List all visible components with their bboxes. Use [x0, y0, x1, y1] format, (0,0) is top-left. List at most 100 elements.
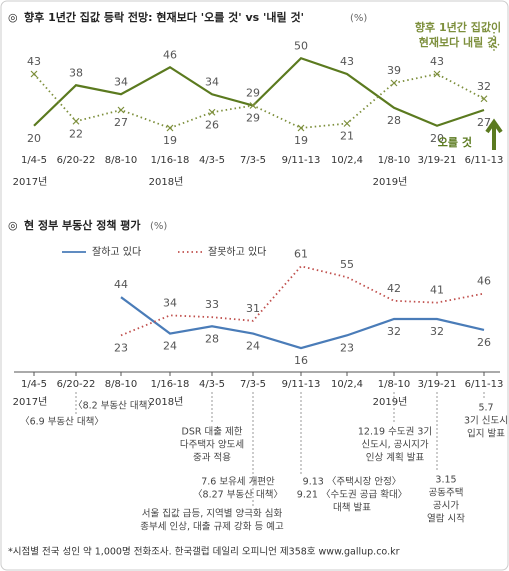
- value-label: 46: [163, 48, 177, 61]
- annotation: 서울 집값 급등, 지역별 양극화 심화: [142, 508, 283, 520]
- unit: (%): [150, 221, 167, 232]
- value-label: 23: [340, 341, 354, 354]
- series-line: [120, 296, 485, 350]
- annotation: 7.6 보유세 개편안: [201, 476, 275, 488]
- annotation: 3기 신도시: [464, 416, 508, 427]
- x-tick-label: 1/16-18: [151, 155, 190, 166]
- value-label: 24: [246, 340, 260, 353]
- legend-label: 잘하고 있다: [92, 245, 141, 258]
- value-label: 23: [114, 341, 128, 354]
- value-label: 26: [477, 336, 491, 349]
- marker: [72, 117, 80, 125]
- value-label: 34: [205, 75, 219, 88]
- bullet: ◎: [8, 219, 18, 232]
- annotation: 공동주택: [429, 488, 464, 499]
- value-label: 19: [294, 134, 308, 147]
- value-label: 46: [477, 275, 491, 288]
- value-label: 61: [294, 247, 308, 260]
- annotation: 열람 시작: [427, 513, 465, 525]
- x-tick-label: 1/16-18: [151, 379, 190, 390]
- x-tick-label: 4/3-5: [199, 379, 225, 390]
- value-label: 34: [163, 296, 177, 309]
- annotation: 인상 계획 발표: [366, 452, 425, 464]
- value-label: 20: [27, 132, 41, 145]
- x-tick-label: 6/11-13: [465, 379, 504, 390]
- annotation: 중과 적용: [193, 452, 231, 464]
- annotation: 입지 발표: [467, 428, 505, 440]
- value-label: 41: [430, 284, 444, 297]
- value-label: 26: [205, 118, 219, 131]
- value-label: 29: [246, 87, 260, 100]
- value-label: 27: [114, 116, 128, 129]
- x-tick-label: 4/3-5: [199, 155, 225, 166]
- value-label: 21: [340, 130, 354, 143]
- annotation: 3.15: [435, 475, 456, 486]
- annotation: 〈8.2 부동산 대책〉: [73, 401, 157, 412]
- value-label: 31: [246, 302, 260, 315]
- marker: [249, 102, 257, 109]
- marker: [297, 124, 305, 132]
- unit: (%): [350, 13, 367, 24]
- year-label: 2018년: [149, 396, 184, 408]
- x-tick-label: 1/4-5: [21, 155, 47, 166]
- x-tick-label: 8/8-10: [105, 155, 137, 166]
- x-tick-label: 9/11-13: [282, 379, 321, 390]
- x-tick-label: 1/8-10: [378, 155, 410, 166]
- value-label: 33: [205, 298, 219, 311]
- value-label: 43: [430, 55, 444, 68]
- annotation: 9.13 〈주택시장 안정〉: [303, 477, 402, 488]
- marker: [343, 120, 351, 127]
- x-tick-label: 10/2,4: [331, 155, 363, 166]
- legend-label: 오를 것: [438, 135, 472, 149]
- annotation: 9.21 〈수도권 공급 확대〉: [297, 489, 407, 501]
- annotation: 5.7: [478, 403, 493, 414]
- annotation: 다주택자 양도세: [180, 440, 244, 451]
- value-label: 29: [246, 112, 260, 125]
- x-tick-label: 8/8-10: [105, 379, 137, 390]
- x-tick-label: 6/11-13: [465, 155, 504, 166]
- value-label: 43: [340, 55, 354, 68]
- year-label: 2019년: [373, 176, 408, 188]
- x-tick-label: 6/20-22: [57, 155, 96, 166]
- value-label: 24: [163, 340, 177, 353]
- chart-title: 현 정부 부동산 정책 평가: [24, 218, 141, 232]
- value-label: 28: [205, 332, 219, 345]
- value-label: 39: [387, 64, 401, 77]
- legend-arrow: [488, 32, 500, 52]
- x-tick-label: 6/20-22: [57, 379, 96, 390]
- value-label: 27: [477, 116, 491, 129]
- value-label: 20: [430, 132, 444, 145]
- value-label: 22: [69, 127, 83, 140]
- marker: [208, 108, 216, 116]
- year-label: 2017년: [13, 396, 48, 408]
- marker: [117, 106, 125, 114]
- annotation: DSR 대출 제한: [182, 427, 243, 438]
- value-label: 32: [430, 325, 444, 338]
- legend-note: 향후 1년간 집값이: [415, 20, 501, 34]
- value-label: 43: [27, 55, 41, 68]
- marker: [166, 124, 174, 132]
- x-tick-label: 1/8-10: [378, 379, 410, 390]
- value-label: 50: [294, 39, 308, 52]
- annotation: 종부세 인상, 대출 규제 강화 등 예고: [140, 522, 284, 533]
- marker: [433, 70, 441, 78]
- x-tick-label: 9/11-13: [282, 155, 321, 166]
- x-tick-label: 3/19-21: [418, 155, 457, 166]
- value-label: 34: [114, 75, 128, 88]
- value-label: 19: [163, 134, 177, 147]
- x-tick-label: 7/3-5: [240, 379, 266, 390]
- annotation: 신도시, 공시지가: [361, 440, 428, 451]
- value-label: 38: [69, 66, 83, 79]
- marker: [480, 95, 488, 103]
- annotation: 공시가: [433, 501, 459, 512]
- year-label: 2017년: [13, 176, 48, 188]
- x-tick-label: 10/2,4: [331, 379, 363, 390]
- value-label: 28: [387, 114, 401, 127]
- year-label: 2018년: [149, 176, 184, 188]
- legend-label: 잘못하고 있다: [208, 245, 266, 258]
- marker: [30, 70, 38, 78]
- legend-label: 현재보다 내릴 것: [419, 35, 498, 49]
- value-label: 16: [294, 354, 308, 367]
- annotation: 12.19 수도권 3기: [358, 426, 432, 438]
